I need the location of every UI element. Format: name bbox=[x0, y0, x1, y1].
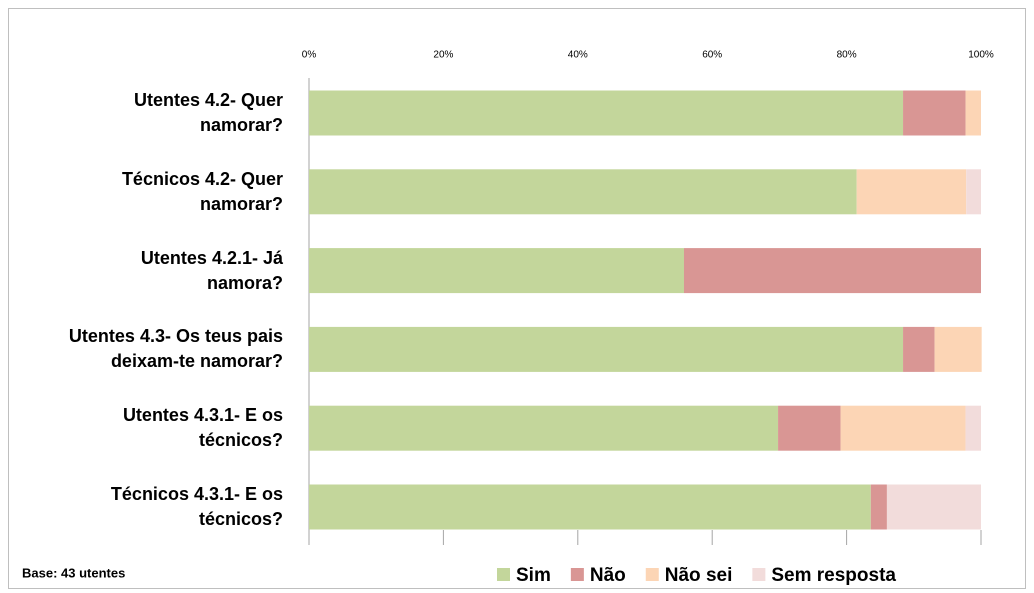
legend-swatch bbox=[497, 568, 510, 581]
bar-segment bbox=[870, 484, 887, 530]
bar-segment bbox=[856, 169, 967, 215]
x-tick-label: 80% bbox=[837, 50, 857, 61]
bar-segment bbox=[309, 405, 779, 451]
x-tick-label: 40% bbox=[568, 50, 588, 61]
legend-label: Sem resposta bbox=[771, 565, 896, 586]
bar-segment bbox=[309, 90, 904, 136]
bar-segment bbox=[886, 484, 981, 530]
x-tick-label: 60% bbox=[702, 50, 722, 61]
bar-segment bbox=[840, 405, 966, 451]
bar-segment bbox=[903, 90, 966, 136]
x-tick-label: 20% bbox=[433, 50, 453, 61]
bar-segment bbox=[309, 326, 904, 372]
legend-swatch bbox=[570, 568, 584, 581]
bar-segment bbox=[965, 90, 981, 136]
bar-segment bbox=[903, 326, 935, 372]
legend-swatch bbox=[752, 568, 766, 581]
legend-label: Não bbox=[590, 565, 626, 586]
category-label: Utentes 4.3.1- E os técnicos? bbox=[122, 405, 283, 451]
category-label: Utentes 4.3- Os teus pais deixam-te namo… bbox=[68, 326, 283, 372]
base-note: Base: 43 utentes bbox=[22, 565, 125, 580]
bar-segment bbox=[309, 169, 857, 215]
legend-label: Não sei bbox=[665, 565, 733, 586]
legend-label: Sim bbox=[516, 565, 551, 586]
x-tick-label: 100% bbox=[968, 50, 994, 61]
legend-swatch bbox=[645, 568, 659, 581]
category-label: Utentes 4.2.1- Já namora? bbox=[140, 247, 283, 293]
bar-segment bbox=[934, 326, 982, 372]
bar-segment bbox=[309, 484, 871, 530]
bar-segment bbox=[778, 405, 841, 451]
bar-segment bbox=[683, 248, 981, 294]
x-tick-label: 0% bbox=[302, 50, 317, 61]
category-label: Técnicos 4.3.1- E os técnicos? bbox=[110, 484, 283, 529]
bar-segment bbox=[965, 405, 981, 451]
bar-segment bbox=[966, 169, 981, 215]
category-label: Utentes 4.2- Quer namorar? bbox=[133, 90, 283, 135]
bar-segment bbox=[309, 248, 684, 294]
category-label: Técnicos 4.2- Quer namorar? bbox=[121, 168, 283, 214]
